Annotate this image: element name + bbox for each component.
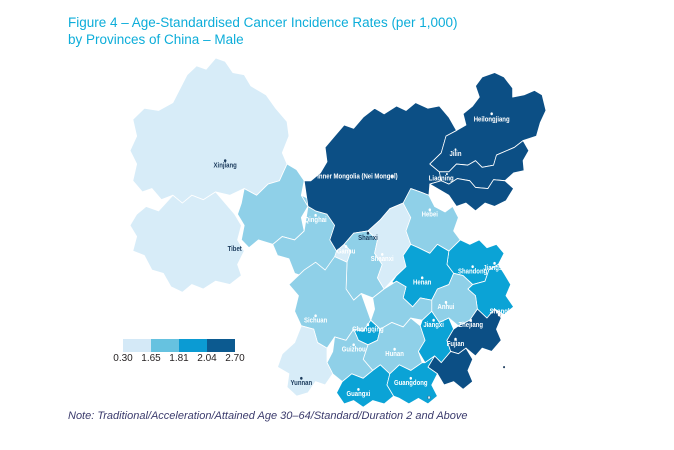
svg-text:Yunnan: Yunnan xyxy=(291,380,313,388)
svg-text:Guizhou: Guizhou xyxy=(342,346,366,354)
svg-text:Xinjiang: Xinjiang xyxy=(214,162,237,170)
svg-text:Jiangsu: Jiangsu xyxy=(483,265,506,273)
svg-text:Fujian: Fujian xyxy=(447,341,465,349)
svg-text:Jiangxi: Jiangxi xyxy=(423,322,444,330)
svg-text:Chongqing: Chongqing xyxy=(352,326,384,334)
svg-text:Hunan: Hunan xyxy=(385,351,404,359)
svg-text:Inner Mongolia (Nei Mongol): Inner Mongolia (Nei Mongol) xyxy=(317,173,397,181)
svg-text:Sichuan: Sichuan xyxy=(304,317,327,325)
svg-text:Taiwan: Taiwan xyxy=(495,355,515,363)
svg-text:Shanxi: Shanxi xyxy=(358,235,378,243)
svg-text:Zhejiang: Zhejiang xyxy=(458,322,483,330)
svg-text:Shaanxi: Shaanxi xyxy=(371,256,394,264)
svg-text:Heilongjiang: Heilongjiang xyxy=(474,116,510,124)
svg-text:Qinghai: Qinghai xyxy=(304,217,326,225)
svg-text:Shanghai: Shanghai xyxy=(490,308,517,316)
svg-text:Gansu: Gansu xyxy=(337,248,356,256)
svg-text:Jilin: Jilin xyxy=(450,151,462,159)
svg-text:Guangxi: Guangxi xyxy=(346,391,370,399)
svg-text:Anhui: Anhui xyxy=(438,304,455,312)
svg-text:Liaoning: Liaoning xyxy=(429,175,454,183)
svg-text:Hebei: Hebei xyxy=(422,211,438,219)
svg-text:Tibet: Tibet xyxy=(228,246,243,254)
svg-text:Henan: Henan xyxy=(413,279,431,287)
svg-text:Guangdong: Guangdong xyxy=(394,380,428,388)
